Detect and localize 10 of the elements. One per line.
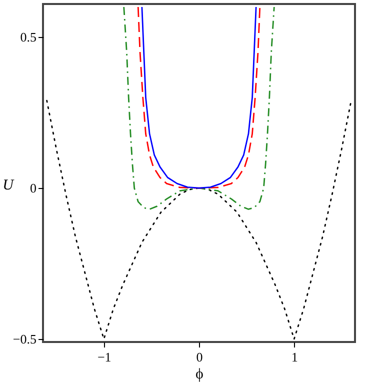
y-tick-label: 0: [30, 180, 36, 196]
x-tick-label: −1: [97, 350, 112, 364]
line-series: [46, 100, 352, 340]
x-tick-label: 1: [291, 350, 298, 364]
x-tick-label: 0: [196, 350, 203, 364]
y-tick-label: −0.5: [12, 331, 36, 346]
line-series: [123, 6, 275, 210]
y-axis-title: U: [2, 178, 15, 194]
y-tick-label: 0.5: [20, 30, 36, 45]
x-axis-title: ϕ: [196, 366, 204, 382]
